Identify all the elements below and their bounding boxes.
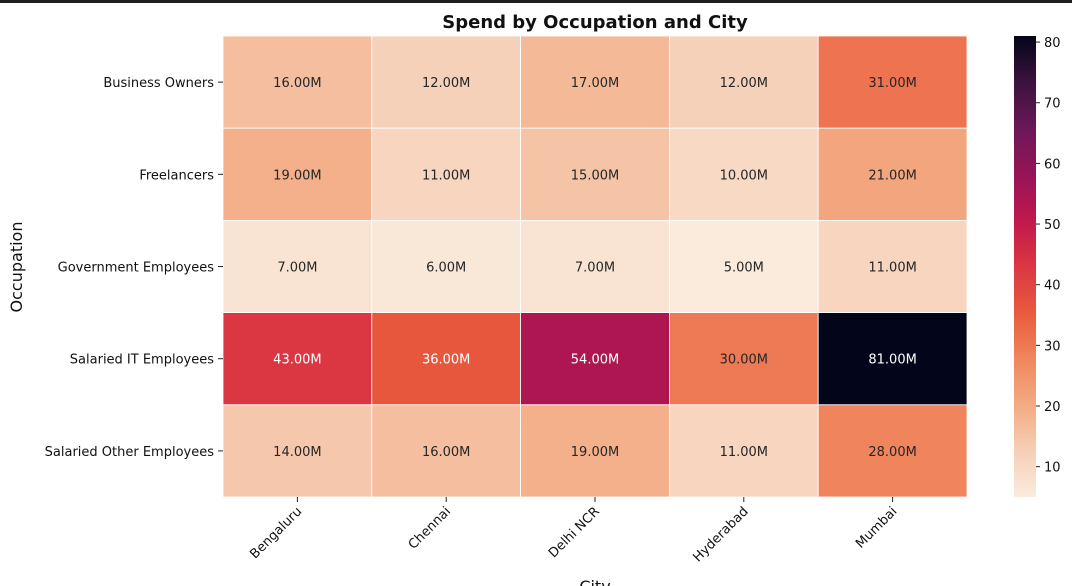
- x-tick-label: Hyderabad: [690, 504, 751, 565]
- cell-value-label: 43.00M: [273, 353, 321, 368]
- heatmap-cell-labels: 16.00M 12.00M 17.00M 12.00M 31.00M 19.00M 11.0…: [273, 76, 917, 460]
- heatmap-cell: [371, 312, 521, 406]
- heatmap-cell: [817, 404, 968, 498]
- heatmap-cells: [222, 35, 968, 498]
- x-tick-label: Chennai: [406, 504, 454, 552]
- heatmap-cell: [520, 219, 670, 313]
- cell-value-label: 31.00M: [868, 76, 916, 91]
- x-tick-label: Delhi NCR: [546, 504, 603, 561]
- heatmap-cell: [817, 219, 968, 313]
- heatmap-cell: [669, 312, 819, 406]
- heatmap-cell: [669, 127, 819, 221]
- x-axis-label: City: [579, 577, 610, 586]
- chart-title: Spend by Occupation and City: [442, 12, 748, 33]
- cell-value-label: 7.00M: [277, 261, 317, 276]
- heatmap-cell: [520, 127, 670, 221]
- cell-value-label: 7.00M: [575, 261, 615, 276]
- cell-value-label: 12.00M: [422, 76, 470, 91]
- cell-value-label: 12.00M: [720, 76, 768, 91]
- cell-value-label: 16.00M: [273, 76, 321, 91]
- cell-value-label: 19.00M: [571, 445, 619, 460]
- cell-value-label: 81.00M: [868, 353, 916, 368]
- colorbar: [1014, 36, 1036, 497]
- heatmap-cell: [371, 35, 521, 129]
- y-tick-label: Freelancers: [139, 168, 214, 183]
- cell-value-label: 15.00M: [571, 168, 619, 183]
- cell-value-label: 16.00M: [422, 445, 470, 460]
- heatmap-cell: [520, 312, 670, 406]
- y-tick-label: Government Employees: [58, 261, 215, 276]
- x-axis: Bengaluru Chennai Delhi NCR Hyderabad Mumbai: [247, 497, 900, 565]
- heatmap-cell: [222, 312, 373, 406]
- cell-value-label: 54.00M: [571, 353, 619, 368]
- cell-value-label: 6.00M: [426, 261, 466, 276]
- cell-value-label: 30.00M: [720, 353, 768, 368]
- cell-value-label: 11.00M: [720, 445, 768, 460]
- cell-value-label: 19.00M: [273, 168, 321, 183]
- cell-value-label: 28.00M: [868, 445, 916, 460]
- cell-value-label: 5.00M: [724, 261, 764, 276]
- colorbar-tick-label: 10: [1044, 461, 1061, 476]
- cell-value-label: 36.00M: [422, 353, 470, 368]
- colorbar-ticks: 10 20 30 40 50 60 70 80: [1036, 36, 1061, 476]
- colorbar-tick-label: 40: [1044, 279, 1061, 294]
- y-tick-label: Salaried Other Employees: [45, 445, 215, 460]
- window-top-border: [0, 0, 1072, 3]
- colorbar-tick-label: 80: [1044, 36, 1061, 51]
- heatmap-cell: [222, 35, 373, 129]
- heatmap-cell: [520, 404, 670, 498]
- cell-value-label: 11.00M: [422, 168, 470, 183]
- cell-value-label: 17.00M: [571, 76, 619, 91]
- heatmap-cell: [817, 312, 968, 406]
- cell-value-label: 11.00M: [868, 261, 916, 276]
- y-tick-label: Salaried IT Employees: [70, 353, 214, 368]
- y-axis-label: Occupation: [7, 222, 26, 313]
- y-tick-label: Business Owners: [103, 76, 214, 91]
- heatmap-cell: [817, 127, 968, 221]
- colorbar-tick-label: 30: [1044, 339, 1061, 354]
- x-tick-label: Mumbai: [853, 504, 900, 551]
- y-axis: Business Owners Freelancers Government Emp…: [45, 76, 223, 460]
- colorbar-tick-label: 20: [1044, 400, 1061, 415]
- cell-value-label: 10.00M: [720, 168, 768, 183]
- colorbar-tick-label: 70: [1044, 97, 1061, 112]
- colorbar-tick-label: 60: [1044, 157, 1061, 172]
- x-tick-label: Bengaluru: [247, 504, 305, 562]
- cell-value-label: 21.00M: [868, 168, 916, 183]
- heatmap-cell: [669, 404, 819, 498]
- colorbar-tick-label: 50: [1044, 218, 1061, 233]
- cell-value-label: 14.00M: [273, 445, 321, 460]
- heatmap-cell: [222, 404, 373, 498]
- heatmap-cell: [371, 219, 521, 313]
